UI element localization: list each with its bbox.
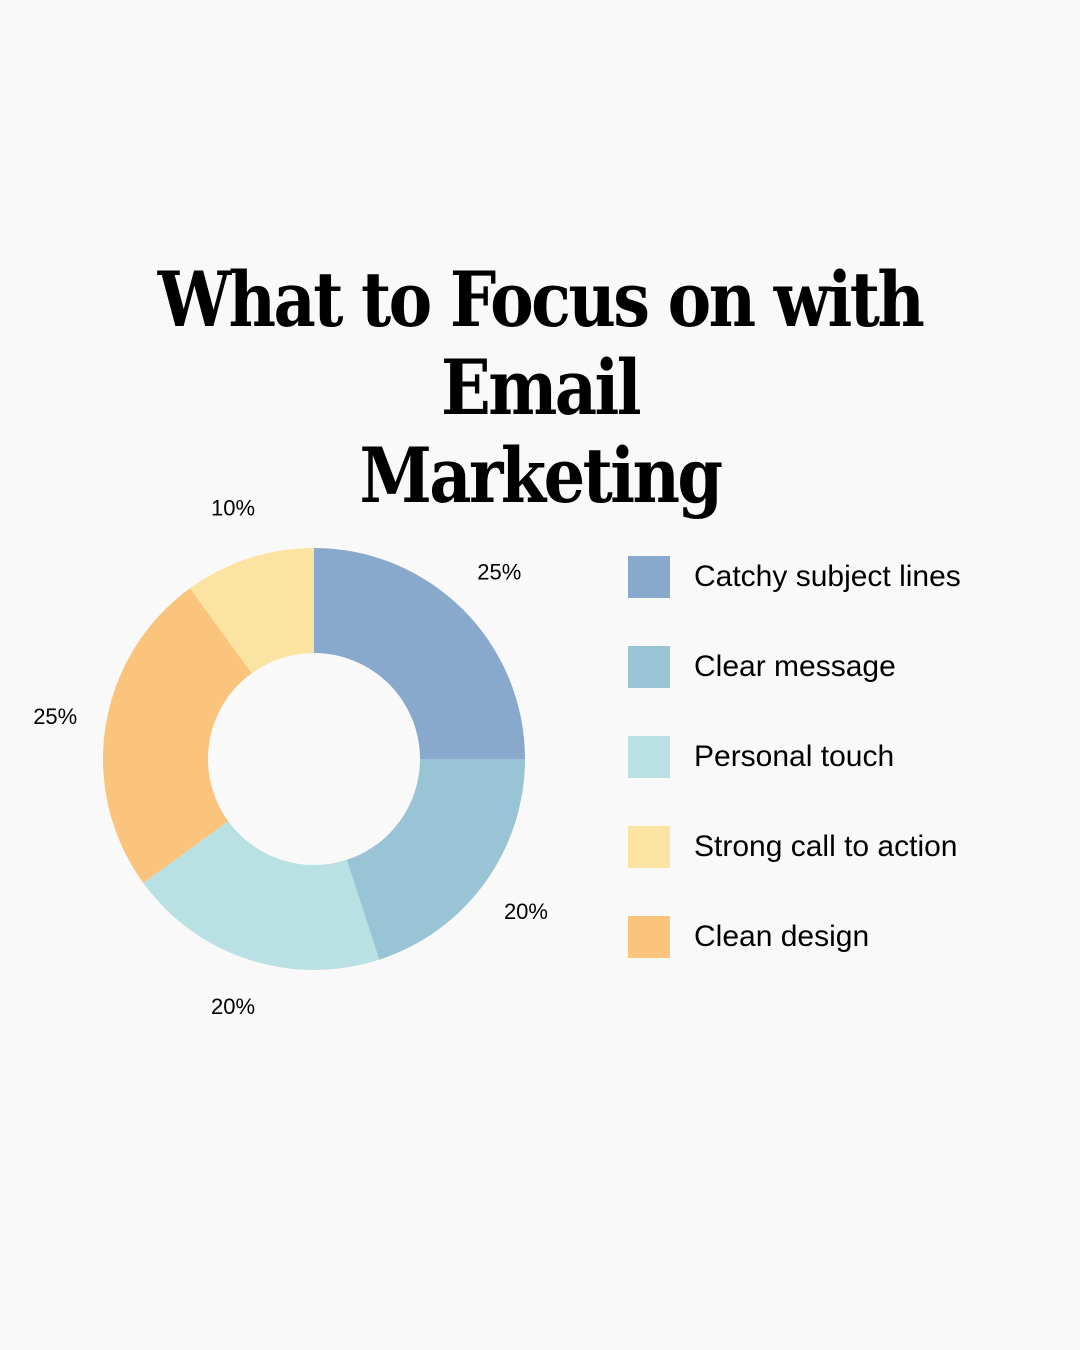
donut-slice (103, 588, 252, 884)
legend-label: Personal touch (694, 740, 895, 773)
slice-data-label: 10% (211, 496, 255, 521)
legend-swatch (628, 646, 670, 688)
legend-swatch (628, 556, 670, 598)
legend-item: Catchy subject lines (628, 556, 961, 598)
donut-slice (189, 548, 314, 674)
legend-label: Strong call to action (694, 830, 958, 863)
legend-swatch (628, 826, 670, 868)
chart-title-line-2: Marketing (359, 430, 723, 520)
donut-slice (314, 548, 525, 759)
chart-title: What to Focus on with Email Marketing (153, 254, 927, 520)
donut-slice (143, 821, 380, 970)
legend-item: Clear message (628, 646, 961, 688)
slice-data-label: 20% (504, 899, 548, 924)
legend-swatch (628, 736, 670, 778)
slice-data-label: 20% (211, 994, 255, 1019)
chart-legend: Catchy subject lines Clear message Perso… (628, 556, 961, 1006)
legend-item: Strong call to action (628, 826, 961, 868)
legend-label: Clear message (694, 650, 896, 683)
chart-title-line-1: What to Focus on with Email (157, 254, 925, 432)
legend-label: Catchy subject lines (694, 560, 961, 593)
legend-swatch (628, 916, 670, 958)
slice-data-label: 25% (477, 560, 521, 585)
donut-slice (346, 759, 525, 960)
slice-data-label: 25% (33, 704, 77, 729)
legend-item: Clean design (628, 916, 961, 958)
legend-label: Clean design (694, 920, 870, 953)
legend-item: Personal touch (628, 736, 961, 778)
